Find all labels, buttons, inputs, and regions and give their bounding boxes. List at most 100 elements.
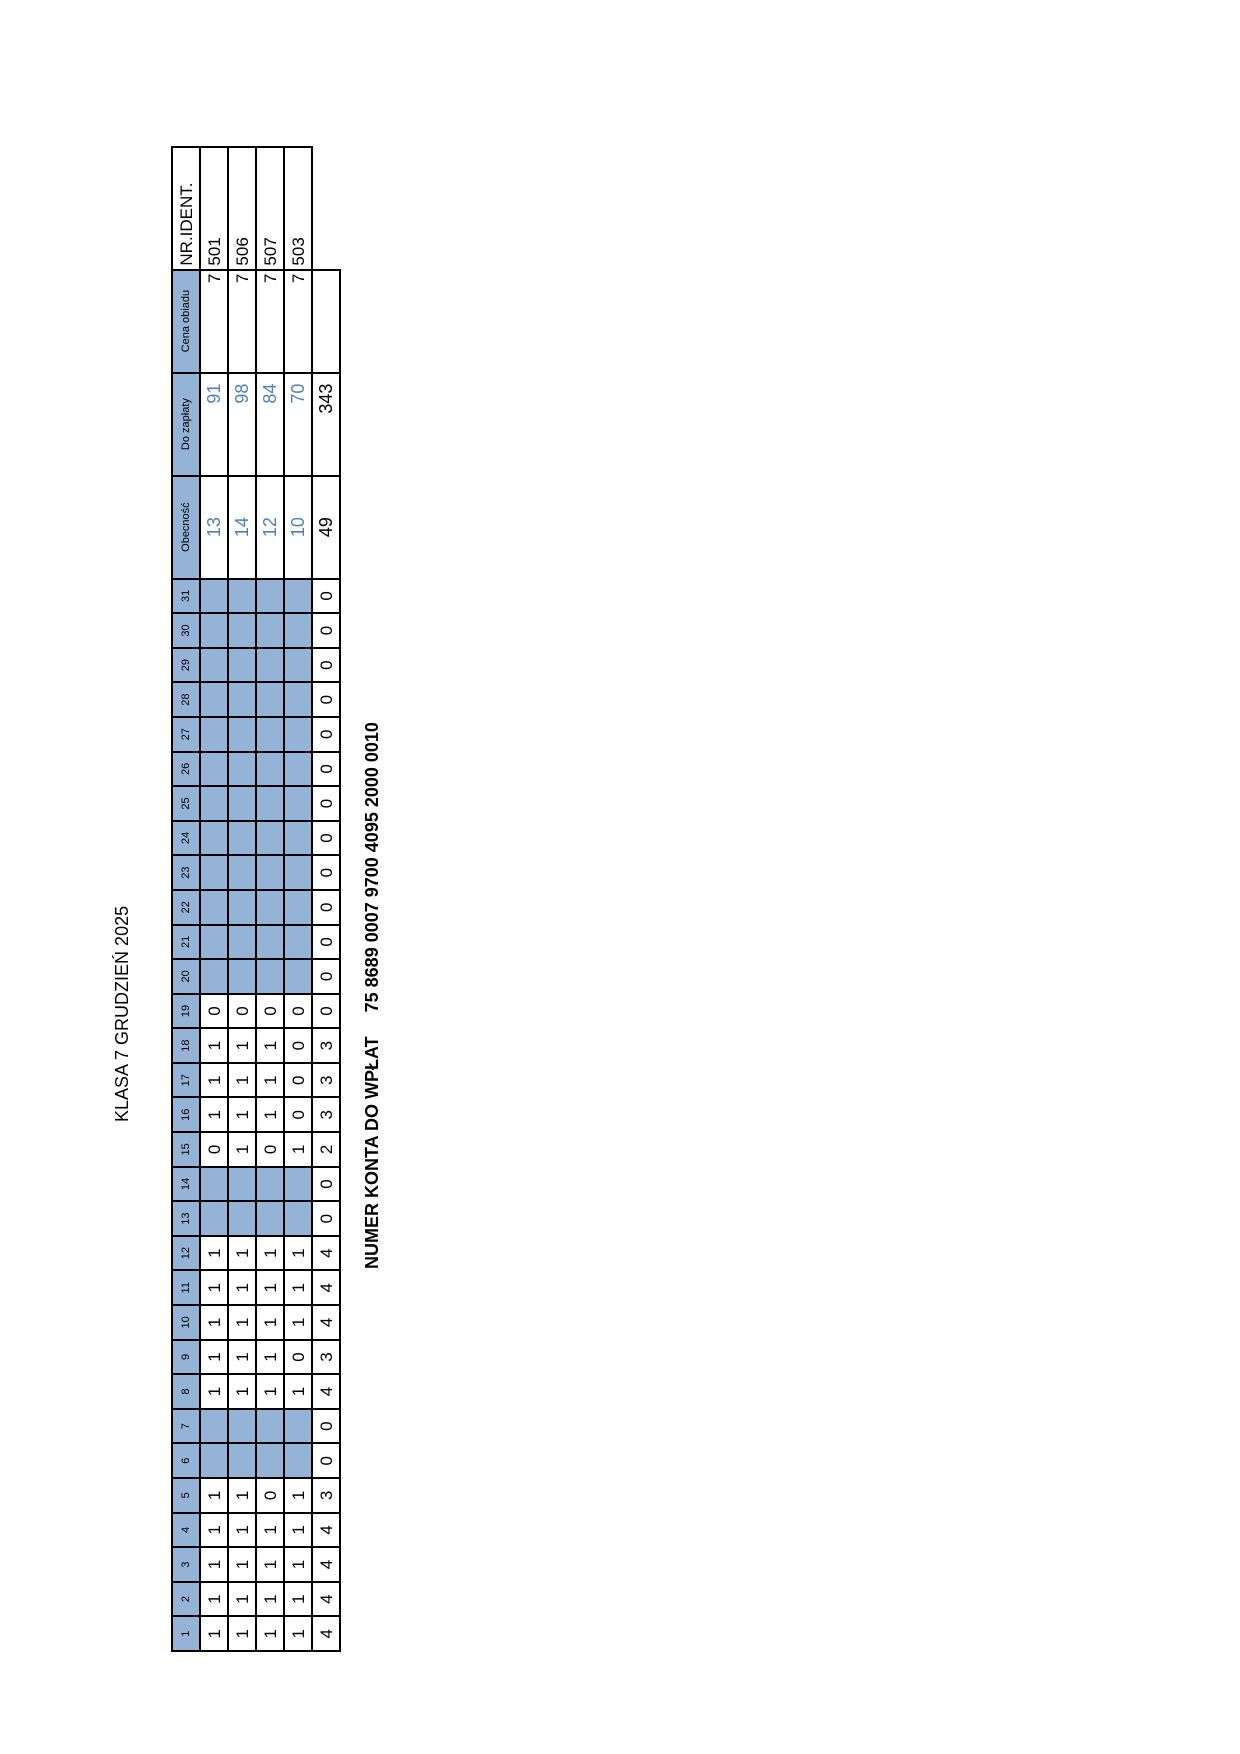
day-cell: 1 bbox=[200, 1547, 228, 1582]
day-header: 9 bbox=[172, 1339, 200, 1375]
day-cell bbox=[228, 786, 256, 821]
table-row: 1 1 1 1 0 1 1 1 1 1 0 1 1 1 0 12 84 7 507 bbox=[256, 146, 284, 1651]
ident-cell: 507 bbox=[256, 146, 284, 270]
to-pay-header: Do zapłaty bbox=[172, 372, 200, 476]
day-cell bbox=[284, 682, 312, 717]
day-cell: 0 bbox=[256, 1478, 284, 1513]
day-cell: 1 bbox=[228, 1028, 256, 1063]
day-total-cell: 0 bbox=[312, 647, 340, 683]
account-label: NUMER KONTA DO WPŁAT bbox=[362, 1036, 382, 1269]
day-total-cell: 0 bbox=[312, 993, 340, 1029]
ident-cell: 501 bbox=[200, 146, 228, 270]
ident-cell: 503 bbox=[284, 146, 312, 270]
day-cell bbox=[228, 1166, 256, 1202]
day-total-cell: 4 bbox=[312, 1581, 340, 1617]
header-row: 1 2 3 4 5 6 7 8 9 10 11 12 13 14 15 16 17 18 19 20 21 22 23 24 2… bbox=[172, 146, 200, 1651]
day-header: 8 bbox=[172, 1374, 200, 1409]
attendance-cell: 10 bbox=[284, 475, 312, 579]
day-header: 12 bbox=[172, 1235, 200, 1271]
day-total-cell: 4 bbox=[312, 1235, 340, 1271]
day-cell bbox=[256, 1201, 284, 1236]
day-header: 10 bbox=[172, 1305, 200, 1340]
day-header: 31 bbox=[172, 578, 200, 614]
day-cell: 1 bbox=[228, 1305, 256, 1340]
day-cell bbox=[200, 613, 228, 648]
day-cell: 1 bbox=[228, 1581, 256, 1617]
day-total-cell: 0 bbox=[312, 751, 340, 787]
day-cell bbox=[200, 751, 228, 787]
to-pay-cell: 98 bbox=[228, 372, 256, 476]
day-header: 21 bbox=[172, 924, 200, 960]
day-cell: 1 bbox=[284, 1616, 312, 1651]
day-cell: 0 bbox=[284, 1339, 312, 1375]
day-cell bbox=[284, 1443, 312, 1479]
day-total-cell: 0 bbox=[312, 578, 340, 614]
day-cell: 1 bbox=[256, 1270, 284, 1306]
day-cell bbox=[200, 889, 228, 925]
day-cell: 1 bbox=[256, 1581, 284, 1617]
day-cell: 1 bbox=[256, 1305, 284, 1340]
day-cell: 0 bbox=[284, 1097, 312, 1133]
attendance-cell: 14 bbox=[228, 475, 256, 579]
day-total-cell: 4 bbox=[312, 1512, 340, 1548]
day-cell bbox=[256, 924, 284, 960]
day-total-cell: 0 bbox=[312, 959, 340, 994]
day-cell bbox=[200, 924, 228, 960]
account-info: NUMER KONTA DO WPŁAT 75 8689 0007 9700 40… bbox=[362, 722, 383, 1269]
day-total-cell: 0 bbox=[312, 889, 340, 925]
sheet-title: KLASA 7 GRUDZIEŃ 2025 bbox=[112, 905, 132, 1122]
day-cell bbox=[284, 613, 312, 648]
day-cell bbox=[228, 647, 256, 683]
day-total-cell: 3 bbox=[312, 1339, 340, 1375]
day-total-cell: 0 bbox=[312, 924, 340, 960]
table-row: 1 1 1 1 1 1 0 1 1 1 1 0 0 0 0 10 70 7 503 bbox=[284, 146, 312, 1651]
day-cell bbox=[256, 578, 284, 614]
to-pay-cell: 70 bbox=[284, 372, 312, 476]
ident-header: NR.IDENT. bbox=[172, 146, 200, 270]
day-cell bbox=[284, 716, 312, 752]
day-cell bbox=[256, 1408, 284, 1444]
day-header: 26 bbox=[172, 751, 200, 787]
day-cell bbox=[228, 716, 256, 752]
day-total-cell: 0 bbox=[312, 820, 340, 856]
day-cell bbox=[284, 1201, 312, 1236]
day-cell bbox=[200, 786, 228, 821]
table-row: 1 1 1 1 1 1 1 1 1 1 0 1 1 1 0 13 91 7 501 bbox=[200, 146, 228, 1651]
attendance-total: 49 bbox=[312, 475, 340, 579]
day-cell bbox=[200, 578, 228, 614]
day-cell bbox=[200, 1443, 228, 1479]
empty-corner bbox=[312, 147, 340, 270]
day-header: 18 bbox=[172, 1028, 200, 1063]
day-total-cell: 3 bbox=[312, 1028, 340, 1063]
day-cell: 1 bbox=[200, 1305, 228, 1340]
day-header: 5 bbox=[172, 1478, 200, 1513]
day-cell bbox=[200, 820, 228, 856]
day-total-cell: 0 bbox=[312, 1166, 340, 1202]
day-cell: 1 bbox=[200, 1616, 228, 1651]
day-cell bbox=[284, 647, 312, 683]
day-total-cell: 0 bbox=[312, 682, 340, 717]
day-cell: 1 bbox=[200, 1235, 228, 1271]
day-cell bbox=[228, 751, 256, 787]
to-pay-cell: 91 bbox=[200, 372, 228, 476]
day-cell bbox=[284, 786, 312, 821]
day-cell bbox=[200, 647, 228, 683]
day-cell bbox=[200, 855, 228, 890]
attendance-header: Obecność bbox=[172, 475, 200, 579]
day-header: 15 bbox=[172, 1132, 200, 1167]
day-cell bbox=[256, 855, 284, 890]
day-total-cell: 4 bbox=[312, 1616, 340, 1651]
attendance-cell: 12 bbox=[256, 475, 284, 579]
day-cell: 1 bbox=[228, 1616, 256, 1651]
day-cell: 1 bbox=[228, 1374, 256, 1409]
day-cell bbox=[228, 682, 256, 717]
day-total-cell: 0 bbox=[312, 855, 340, 890]
day-cell: 1 bbox=[228, 1132, 256, 1167]
day-cell bbox=[200, 1201, 228, 1236]
day-cell: 1 bbox=[200, 1097, 228, 1133]
day-header: 11 bbox=[172, 1270, 200, 1306]
day-cell: 1 bbox=[200, 1339, 228, 1375]
day-cell bbox=[284, 820, 312, 856]
day-cell: 1 bbox=[200, 1270, 228, 1306]
day-cell: 1 bbox=[256, 1512, 284, 1548]
